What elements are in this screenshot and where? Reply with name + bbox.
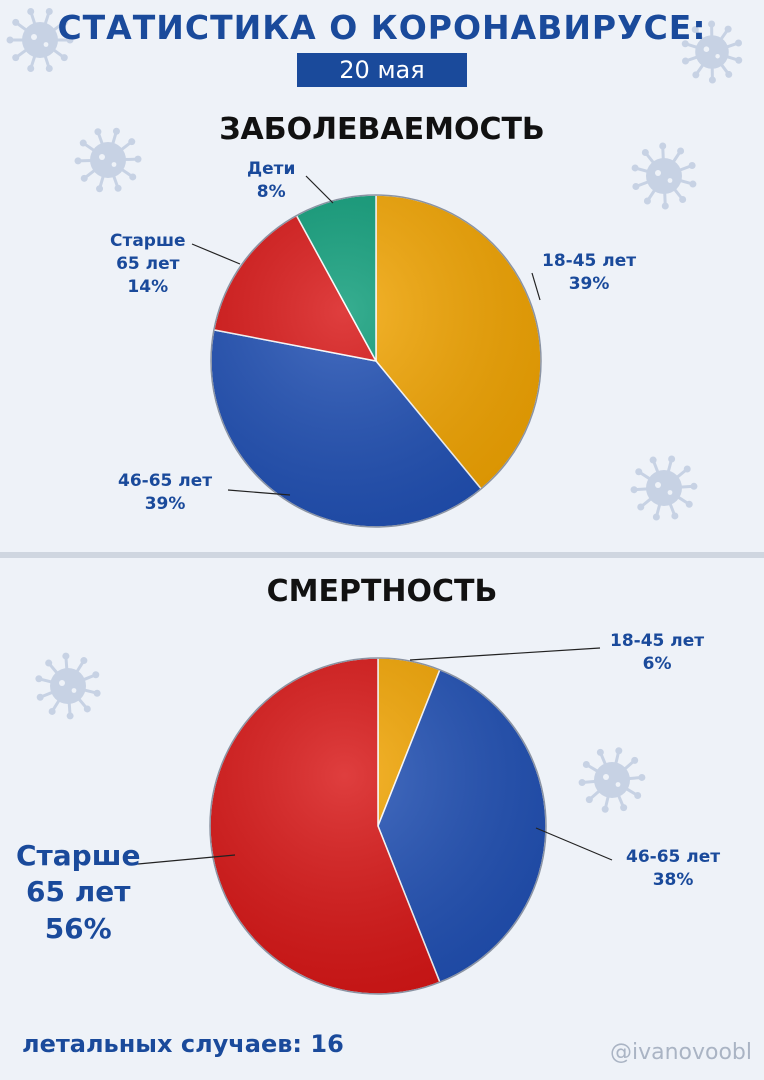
- virus-icon: [631, 142, 697, 210]
- label-incidence-18-45: 18-45 лет 39%: [542, 251, 637, 294]
- virus-icon: [681, 20, 743, 84]
- leader-line: [535, 827, 613, 861]
- label-incidence-over-65: Старше 65 лет 14%: [110, 231, 186, 297]
- leader-line: [191, 243, 241, 265]
- section-divider: [0, 552, 764, 558]
- virus-icon: [6, 7, 74, 73]
- label-mortality-46-65: 46-65 лет 38%: [626, 847, 721, 890]
- leader-line: [137, 854, 236, 865]
- fatal-cases-count: летальных случаев: 16: [22, 1030, 344, 1058]
- label-mortality-18-45: 18-45 лет 6%: [610, 631, 705, 674]
- leader-line: [531, 272, 541, 301]
- virus-icon: [630, 455, 698, 521]
- social-handle: @ivanovoobl: [609, 1040, 752, 1065]
- leader-line: [409, 647, 601, 661]
- virus-icon: [578, 747, 646, 813]
- incidence-chart-title: ЗАБОЛЕВАЕМОСТЬ: [219, 112, 545, 147]
- leader-line: [305, 175, 334, 204]
- label-incidence-children: Дети 8%: [247, 159, 296, 202]
- leader-line: [227, 489, 291, 496]
- virus-icon: [74, 127, 142, 193]
- mortality-chart-title: СМЕРТНОСТЬ: [266, 574, 498, 609]
- pie-outline-incidence: [210, 194, 542, 528]
- virus-icon: [35, 652, 101, 720]
- pie-outline-mortality: [209, 657, 547, 995]
- page-title: СТАТИСТИКА О КОРОНАВИРУСЕ:: [57, 8, 707, 47]
- label-mortality-over-65: Старше 65 лет 56%: [16, 839, 141, 945]
- date-badge: 20 мая: [297, 53, 467, 87]
- label-incidence-46-65: 46-65 лет 39%: [118, 471, 213, 514]
